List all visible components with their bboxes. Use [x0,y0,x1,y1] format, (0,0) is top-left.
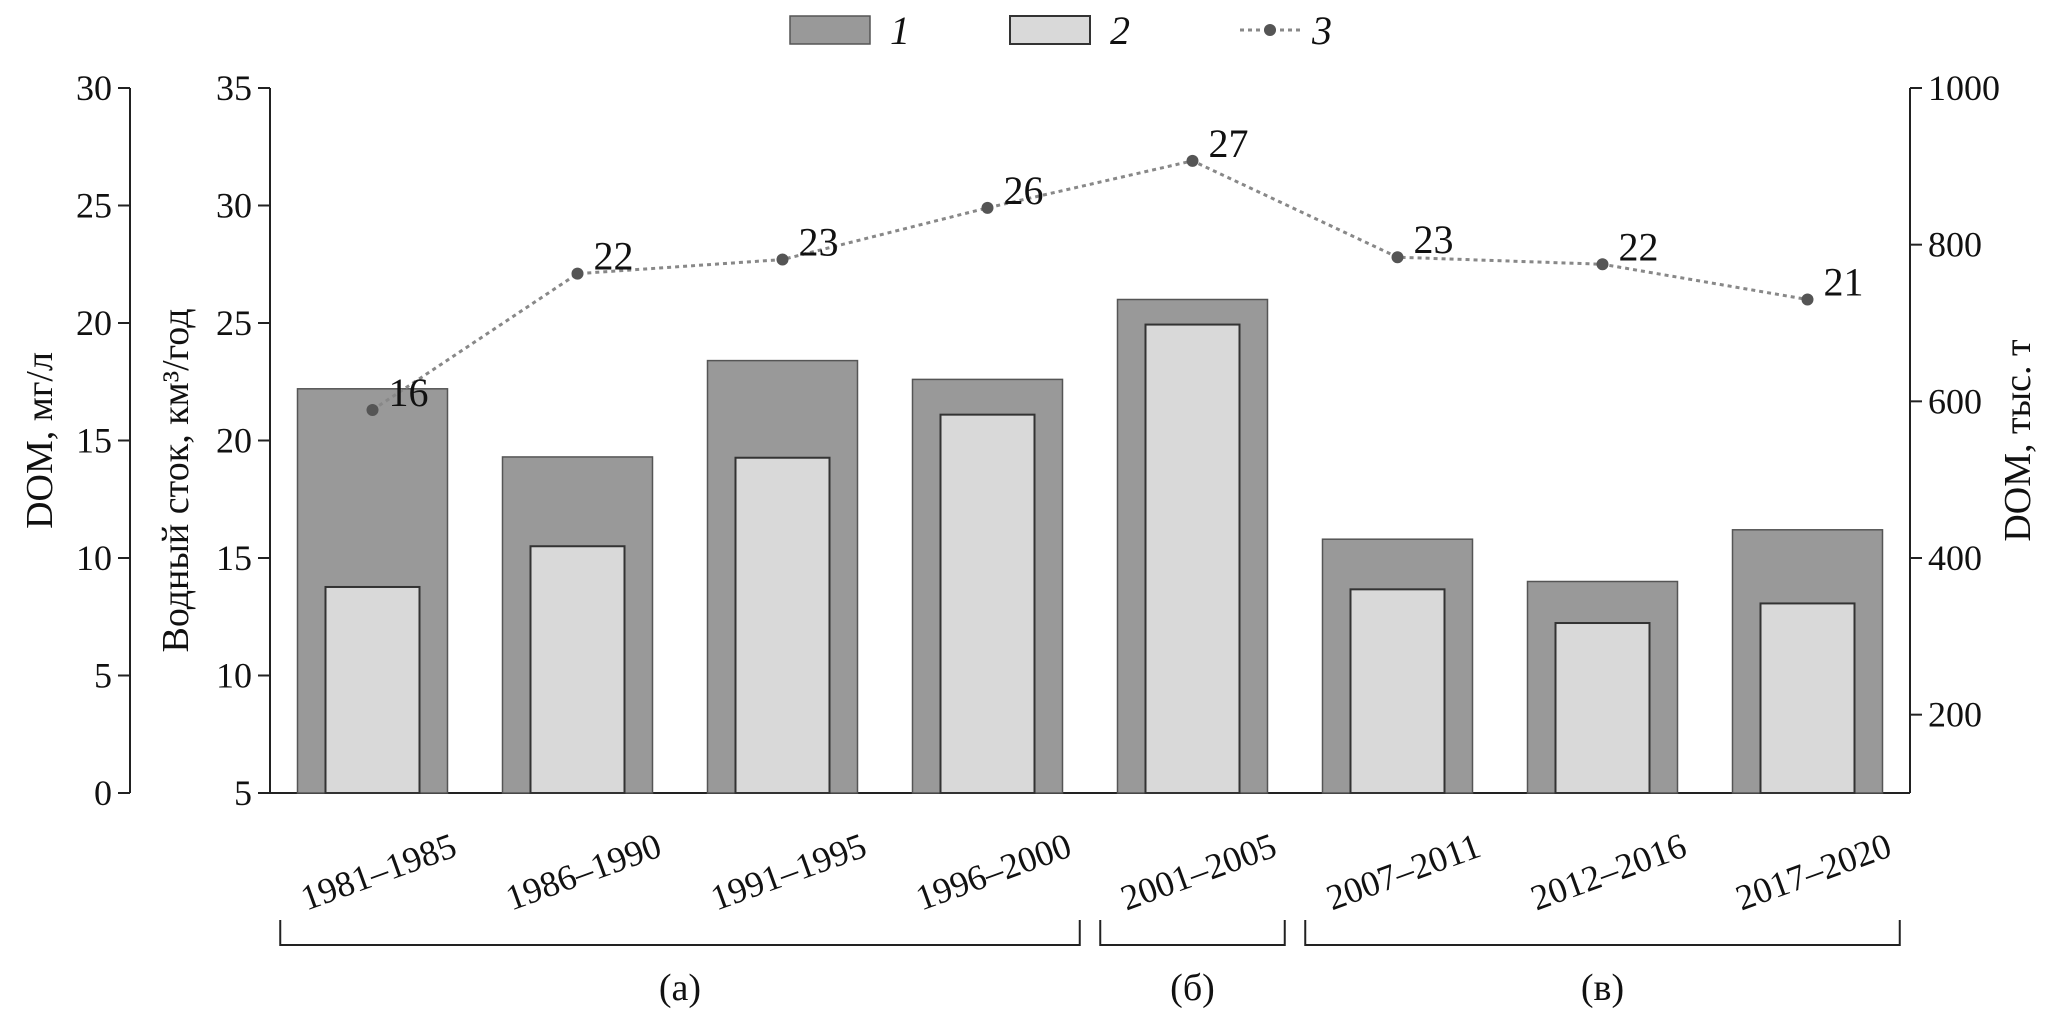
left-axis-tick-label: 0 [94,773,112,813]
left-axis-tick-label: 15 [76,421,112,461]
left-axis-tick-label: 25 [76,186,112,226]
bars [296,298,1884,795]
legend-label-3: 3 [1311,8,1332,53]
group-brackets: (а) (б) (в) [279,920,1901,1009]
group-bracket [1304,920,1901,946]
group-label: (в) [1581,967,1624,1009]
left-axis-title: DOM, мг/л [19,352,61,529]
left-axis-tick-label: 10 [76,538,112,578]
line-data-label: 26 [1004,168,1044,213]
category-label: 1981–1985 [295,825,461,918]
line-series: 16 22 23 26 27 23 22 21 [366,121,1864,416]
line-data-label: 23 [799,220,839,265]
line-point [1186,154,1199,167]
axes: 0 5 10 15 20 25 30 DOM, мг/л 5 10 15 20 25 30 35 Водный… [19,68,2039,813]
right-axis-tick-label: 400 [1928,538,1982,578]
right-axis-tick-label: 600 [1928,381,1982,421]
legend-label-1: 1 [890,8,910,53]
category-label: 2007–2011 [1321,825,1486,918]
legend-swatch-1 [789,15,871,45]
line-point [981,201,994,214]
bar-series-2 [939,413,1036,794]
runoff-axis-tick-label: 25 [216,303,252,343]
line-point [1596,258,1609,271]
line-data-label: 16 [389,370,429,415]
legend: 1 2 3 [789,8,1332,53]
runoff-axis-tick-label: 15 [216,538,252,578]
bar-series-2 [529,545,626,794]
line-point [571,267,584,280]
legend-label-2: 2 [1110,8,1130,53]
right-axis-tick-label: 200 [1928,695,1982,735]
runoff-axis-tick-label: 30 [216,186,252,226]
bar-series-2 [1554,622,1651,794]
left-axis-tick-label: 30 [76,68,112,108]
category-label: 1991–1995 [705,825,871,918]
category-label: 1986–1990 [500,825,666,918]
left-axis-tick-label: 20 [76,303,112,343]
group-label: (б) [1170,967,1215,1009]
runoff-axis-title: Водный сток, км³/год [155,308,197,652]
category-label: 2012–2016 [1525,825,1691,918]
bar-series-2 [1759,602,1856,795]
line-data-label: 22 [594,234,634,279]
line-point [1801,293,1814,306]
group-bracket [1099,920,1286,946]
line-point [776,253,789,266]
bar-series-2 [324,585,421,794]
runoff-axis-tick-label: 10 [216,656,252,696]
bar-series-2 [734,456,831,794]
left-axis-tick-label: 5 [94,656,112,696]
group-bracket [279,920,1081,946]
legend-swatch-2 [1009,15,1091,45]
legend-swatch-3-marker [1264,24,1276,36]
runoff-axis-tick-label: 35 [216,68,252,108]
line-point [366,403,379,416]
bar-series-2 [1349,588,1446,794]
category-label: 2001–2005 [1115,825,1281,918]
bar-series-2 [1144,323,1241,794]
line-point [1391,251,1404,264]
line-data-label: 23 [1414,217,1454,262]
line-data-label: 21 [1824,260,1864,305]
category-label: 2017–2020 [1730,825,1896,918]
runoff-axis-tick-label: 20 [216,421,252,461]
right-axis-title: DOM, тыс. т [1997,339,2039,542]
runoff-axis-tick-label: 5 [234,773,252,813]
right-axis-tick-label: 800 [1928,225,1982,265]
line-data-label: 22 [1619,224,1659,269]
category-labels: 1981–1985 1986–1990 1991–1995 1996–2000 2001… [295,825,1896,918]
category-label: 1996–2000 [910,825,1076,918]
right-axis-tick-label: 1000 [1928,68,2000,108]
group-label: (а) [659,967,701,1009]
line-data-label: 27 [1209,121,1249,166]
line-series-3 [371,159,1808,412]
